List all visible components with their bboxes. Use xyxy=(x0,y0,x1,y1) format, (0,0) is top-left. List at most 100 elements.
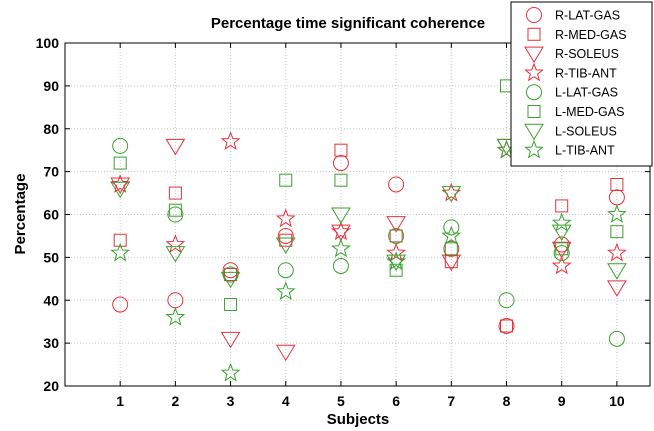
marker-r-med-gas-subject-1 xyxy=(113,233,127,247)
x-tick-label: 4 xyxy=(282,393,290,409)
legend-marker-l-med-gas xyxy=(527,105,541,118)
marker-r-med-gas-subject-6 xyxy=(389,229,403,243)
marker-r-lat-gas-subject-8 xyxy=(498,317,515,334)
marker-l-tib-ant-subject-2 xyxy=(165,306,186,326)
marker-l-lat-gas-subject-2 xyxy=(167,206,184,223)
marker-r-soleus-subject-2 xyxy=(165,138,186,156)
marker-l-med-gas-subject-9 xyxy=(555,242,569,256)
marker-l-med-gas-subject-1 xyxy=(113,156,127,170)
marker-l-tib-ant-subject-3 xyxy=(220,362,241,382)
marker-r-tib-ant-subject-10 xyxy=(606,242,627,262)
y-tick-label: 80 xyxy=(43,121,59,137)
marker-l-tib-ant-subject-10 xyxy=(606,204,627,223)
marker-l-lat-gas-subject-1 xyxy=(112,137,129,154)
marker-l-tib-ant-subject-9 xyxy=(551,212,572,232)
y-tick-label: 90 xyxy=(43,78,59,94)
marker-r-tib-ant-subject-2 xyxy=(165,234,186,253)
x-axis-title: Subjects xyxy=(327,411,390,428)
marker-l-med-gas-subject-7 xyxy=(444,242,458,256)
marker-l-med-gas-subject-6 xyxy=(389,263,403,277)
marker-r-tib-ant-subject-3 xyxy=(220,131,241,151)
marker-l-soleus-subject-4 xyxy=(275,237,296,254)
marker-l-med-gas-subject-10 xyxy=(610,225,624,239)
legend-label-r-soleus: R-SOLEUS xyxy=(555,47,619,61)
marker-r-lat-gas-subject-5 xyxy=(332,155,349,172)
marker-l-med-gas-subject-4 xyxy=(279,173,293,187)
marker-l-soleus-subject-10 xyxy=(607,263,627,280)
marker-r-tib-ant-subject-6 xyxy=(386,242,407,262)
marker-l-tib-ant-subject-6 xyxy=(386,251,407,271)
legend-label-l-tib-ant: L-TIB-ANT xyxy=(555,144,615,158)
legend-marker-l-tib-ant xyxy=(524,139,544,159)
y-axis-title: Percentage xyxy=(12,174,29,255)
y-tick-label: 100 xyxy=(36,35,60,51)
y-tick-label: 50 xyxy=(43,249,59,265)
marker-l-lat-gas-subject-8 xyxy=(498,292,515,309)
legend-label-r-med-gas: R-MED-GAS xyxy=(555,28,627,42)
x-tick-label: 10 xyxy=(609,393,625,409)
y-tick-label: 60 xyxy=(43,207,59,223)
marker-l-soleus-subject-1 xyxy=(110,181,131,199)
marker-l-med-gas-subject-2 xyxy=(168,203,182,217)
marker-l-lat-gas-subject-10 xyxy=(608,330,625,347)
marker-l-tib-ant-subject-5 xyxy=(331,238,351,258)
marker-l-tib-ant-subject-1 xyxy=(110,242,131,262)
marker-r-soleus-subject-10 xyxy=(607,280,627,297)
legend-label-l-med-gas: L-MED-GAS xyxy=(555,105,624,119)
legend-label-l-soleus: L-SOLEUS xyxy=(555,124,617,138)
legend-marker-r-lat-gas xyxy=(526,7,542,23)
marker-r-lat-gas-subject-4 xyxy=(277,227,294,244)
marker-r-lat-gas-subject-1 xyxy=(112,296,129,313)
marker-l-lat-gas-subject-5 xyxy=(332,257,349,274)
x-tick-label: 3 xyxy=(227,393,235,409)
x-tick-label: 5 xyxy=(337,393,345,409)
marker-r-lat-gas-subject-7 xyxy=(443,240,460,257)
x-tick-label: 7 xyxy=(447,393,455,409)
marker-r-lat-gas-subject-6 xyxy=(388,176,405,193)
y-tick-label: 20 xyxy=(43,378,59,394)
marker-r-med-gas-subject-5 xyxy=(334,143,348,157)
marker-l-lat-gas-subject-6 xyxy=(388,227,405,244)
marker-l-lat-gas-subject-4 xyxy=(277,262,294,279)
marker-r-med-gas-subject-2 xyxy=(168,186,182,200)
chart-title: Percentage time significant coherence xyxy=(211,15,485,32)
marker-r-tib-ant-subject-1 xyxy=(110,174,131,193)
x-tick-label: 8 xyxy=(503,393,511,409)
marker-r-tib-ant-subject-9 xyxy=(551,255,572,275)
y-tick-label: 30 xyxy=(43,335,59,351)
legend: R-LAT-GAS R-MED-GAS R-SOLEUS R-TIB-ANT L-LAT… xyxy=(510,1,653,167)
marker-r-soleus-subject-4 xyxy=(275,344,296,362)
marker-l-soleus-subject-3 xyxy=(220,271,241,289)
marker-l-med-gas-subject-5 xyxy=(334,173,348,187)
marker-l-soleus-subject-5 xyxy=(331,207,351,224)
marker-r-soleus-subject-6 xyxy=(386,216,407,233)
marker-l-soleus-subject-9 xyxy=(551,224,572,242)
legend-marker-r-soleus xyxy=(524,46,544,64)
marker-l-soleus-subject-2 xyxy=(165,246,186,263)
marker-r-soleus-subject-3 xyxy=(220,331,241,349)
marker-r-tib-ant-subject-5 xyxy=(331,221,351,241)
x-tick-label: 1 xyxy=(116,393,124,409)
marker-r-med-gas-subject-8 xyxy=(500,319,514,333)
marker-l-lat-gas-subject-7 xyxy=(443,219,460,236)
legend-marker-l-lat-gas xyxy=(526,84,542,101)
x-tick-label: 6 xyxy=(392,393,400,409)
marker-l-soleus-subject-7 xyxy=(441,186,462,203)
marker-l-med-gas-subject-3 xyxy=(224,298,238,312)
legend-marker-l-soleus xyxy=(524,123,544,141)
marker-l-lat-gas-subject-9 xyxy=(553,245,570,262)
legend-marker-r-med-gas xyxy=(527,27,541,41)
marker-r-med-gas-subject-10 xyxy=(610,177,624,191)
marker-l-tib-ant-subject-4 xyxy=(275,281,296,301)
marker-r-med-gas-subject-9 xyxy=(555,199,569,213)
y-tick-label: 40 xyxy=(43,292,59,308)
legend-label-r-tib-ant: R-TIB-ANT xyxy=(555,66,617,80)
marker-r-med-gas-subject-3 xyxy=(224,268,238,282)
x-tick-label: 2 xyxy=(171,393,179,409)
marker-r-tib-ant-subject-4 xyxy=(275,208,296,228)
legend-marker-r-tib-ant xyxy=(524,62,544,82)
legend-label-r-lat-gas: R-LAT-GAS xyxy=(555,9,620,23)
y-tick-label: 70 xyxy=(43,164,59,180)
legend-label-l-lat-gas: L-LAT-GAS xyxy=(555,86,618,100)
